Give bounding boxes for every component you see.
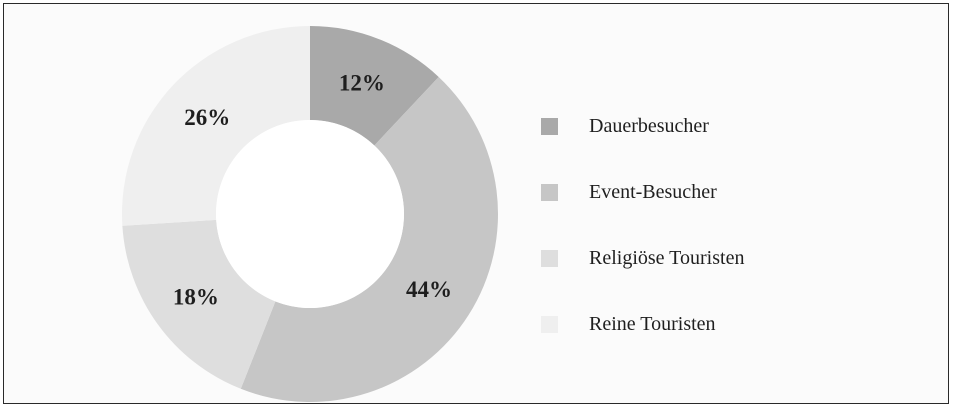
slice-value-label: 18% xyxy=(173,284,219,309)
donut-slices xyxy=(122,26,498,402)
slice-value-label: 26% xyxy=(184,105,230,130)
donut-slice-event-besucher xyxy=(240,76,498,402)
slice-labels: 12% 44% 18% 26% xyxy=(173,70,452,309)
legend-swatch xyxy=(541,183,558,201)
legend-item-reine-touristen: Reine Touristen xyxy=(541,291,841,357)
legend-label: Event-Besucher xyxy=(589,180,717,203)
slice-value-label: 12% xyxy=(339,70,385,95)
donut-slice-dauerbesucher xyxy=(310,26,439,146)
legend-label: Dauerbesucher xyxy=(589,114,709,137)
legend-item-religioese-touristen: Religiöse Touristen xyxy=(541,225,841,291)
legend: Dauerbesucher Event-Besucher Religiöse T… xyxy=(541,93,841,357)
donut-slice-reine-touristen xyxy=(122,26,310,226)
legend-swatch xyxy=(541,249,558,267)
donut-hole xyxy=(216,120,404,308)
legend-swatch xyxy=(541,315,558,333)
legend-label: Reine Touristen xyxy=(589,312,716,335)
slice-value-label: 44% xyxy=(406,277,452,302)
donut-slice-religi-se-touristen xyxy=(122,219,276,389)
legend-item-event-besucher: Event-Besucher xyxy=(541,159,841,225)
legend-label: Religiöse Touristen xyxy=(589,246,745,269)
legend-swatch xyxy=(541,117,558,135)
legend-item-dauerbesucher: Dauerbesucher xyxy=(541,93,841,159)
